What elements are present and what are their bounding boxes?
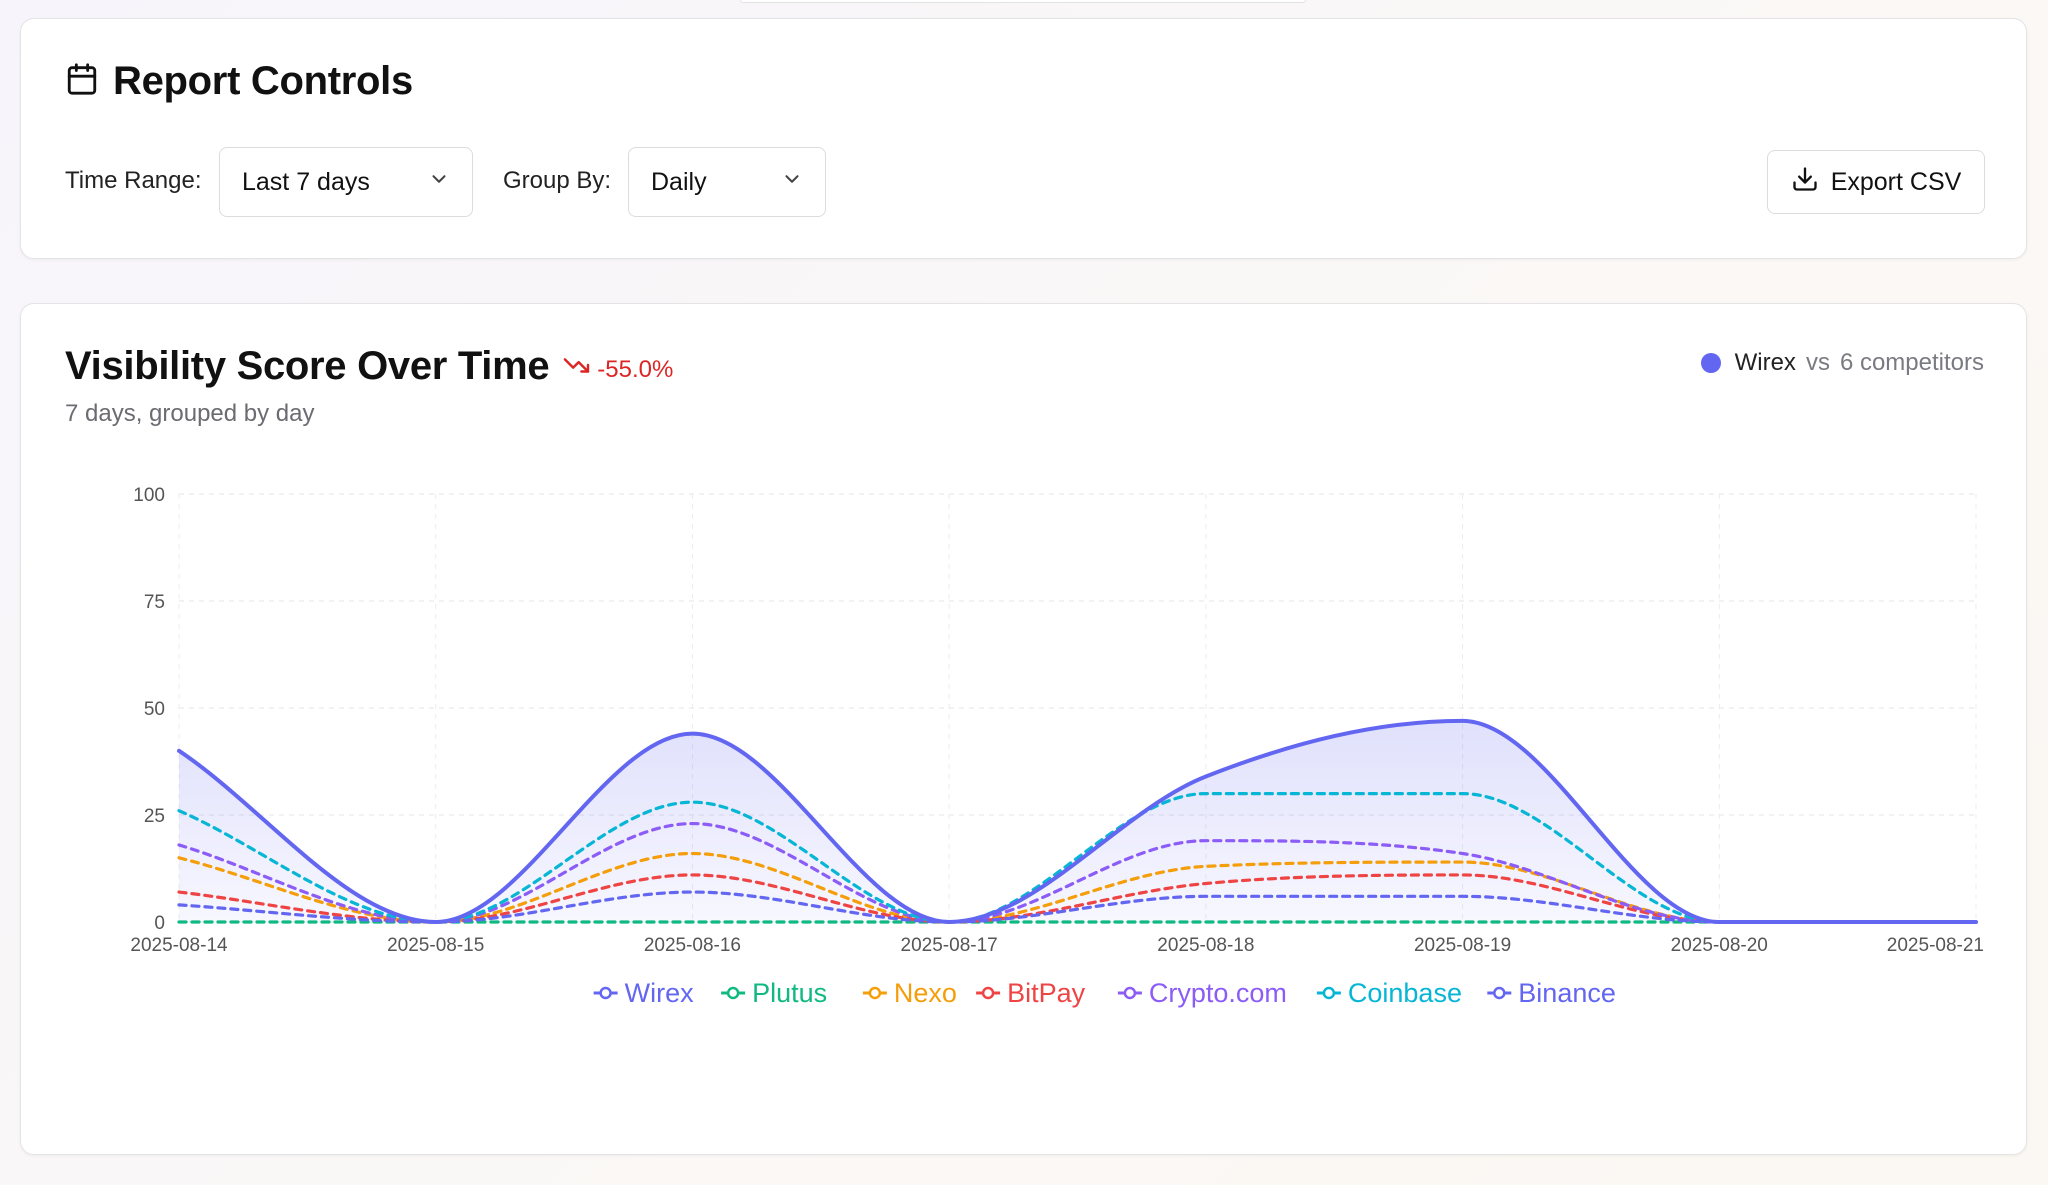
legend-item-plutus[interactable]: Plutus bbox=[721, 978, 827, 1008]
chevron-down-icon bbox=[781, 168, 803, 197]
legend-label: Nexo bbox=[894, 978, 957, 1008]
y-tick-label: 25 bbox=[144, 806, 165, 827]
series-line-coinbase bbox=[177, 792, 1978, 924]
chevron-down-icon bbox=[428, 168, 450, 197]
legend-item-binance[interactable]: Binance bbox=[1487, 978, 1616, 1008]
x-tick-label: 2025-08-16 bbox=[644, 935, 741, 956]
visibility-line-chart: 0 25 50 75 100 2025-08-14 2025-08-15 2025-08-16… bbox=[130, 485, 1984, 1008]
legend-label: Crypto.com bbox=[1149, 978, 1287, 1008]
chart-title: Visibility Score Over Time bbox=[65, 344, 550, 388]
report-controls-card: Report Controls Time Range: Last 7 days … bbox=[20, 18, 2027, 259]
series-line-wirex bbox=[177, 718, 1978, 925]
y-tick-label: 0 bbox=[154, 913, 165, 934]
chart-header: Visibility Score Over Time -55.0% bbox=[65, 344, 673, 389]
time-range-select[interactable]: Last 7 days bbox=[219, 147, 473, 217]
report-controls-header: Report Controls bbox=[65, 59, 413, 104]
x-tick-label: 2025-08-17 bbox=[901, 935, 998, 956]
x-tick-label: 2025-08-20 bbox=[1671, 935, 1768, 956]
legend-label: Binance bbox=[1518, 978, 1616, 1008]
export-csv-button[interactable]: Export CSV bbox=[1767, 150, 1985, 214]
group-by-value: Daily bbox=[651, 167, 707, 196]
calendar-icon bbox=[65, 62, 99, 101]
series-line-crypto-com bbox=[177, 821, 1978, 924]
chart-subtitle: 7 days, grouped by day bbox=[65, 400, 315, 427]
download-icon bbox=[1791, 165, 1819, 200]
vs-label: vs bbox=[1805, 349, 1830, 376]
x-tick-label: 2025-08-15 bbox=[387, 935, 484, 956]
export-csv-label: Export CSV bbox=[1830, 167, 1962, 196]
time-range-value: Last 7 days bbox=[242, 167, 370, 196]
top-toolbar-edge bbox=[740, 0, 1306, 3]
series-area-wirex bbox=[179, 720, 1976, 922]
trend-badge: -55.0% bbox=[563, 355, 673, 384]
legend-label: Coinbase bbox=[1348, 978, 1462, 1008]
legend-item-bitpay[interactable]: BitPay bbox=[976, 978, 1086, 1008]
y-tick-label: 100 bbox=[133, 485, 165, 506]
legend-label: BitPay bbox=[1007, 978, 1086, 1008]
legend-item-wirex[interactable]: Wirex bbox=[593, 978, 694, 1008]
group-by-select[interactable]: Daily bbox=[628, 147, 826, 217]
series-line-binance bbox=[177, 890, 1978, 924]
trending-down-icon bbox=[563, 355, 591, 384]
group-by-label: Group By: bbox=[503, 167, 612, 194]
visibility-chart-card: Visibility Score Over Time -55.0% 7 days… bbox=[20, 303, 2027, 1155]
brand-vs-competitors: Wirex vs 6 competitors bbox=[1700, 349, 1984, 377]
y-tick-label: 50 bbox=[144, 699, 165, 720]
report-controls-title: Report Controls bbox=[113, 59, 413, 103]
legend-item-nexo[interactable]: Nexo bbox=[862, 978, 957, 1008]
trend-value: -55.0% bbox=[597, 355, 674, 383]
legend-item-coinbase[interactable]: Coinbase bbox=[1316, 978, 1462, 1008]
y-tick-label: 75 bbox=[144, 592, 165, 613]
legend-item-crypto-com[interactable]: Crypto.com bbox=[1117, 978, 1287, 1008]
brand-color-dot bbox=[1700, 353, 1721, 373]
x-tick-label: 2025-08-14 bbox=[130, 935, 228, 956]
x-tick-label: 2025-08-18 bbox=[1157, 935, 1254, 956]
x-tick-label: 2025-08-21 bbox=[1887, 935, 1984, 956]
x-tick-label: 2025-08-19 bbox=[1414, 935, 1511, 956]
legend-label: Wirex bbox=[625, 978, 694, 1008]
brand-name: Wirex bbox=[1734, 349, 1796, 376]
competitors-count: 6 competitors bbox=[1839, 349, 1984, 376]
time-range-label: Time Range: bbox=[65, 167, 202, 194]
legend-label: Plutus bbox=[752, 978, 827, 1008]
